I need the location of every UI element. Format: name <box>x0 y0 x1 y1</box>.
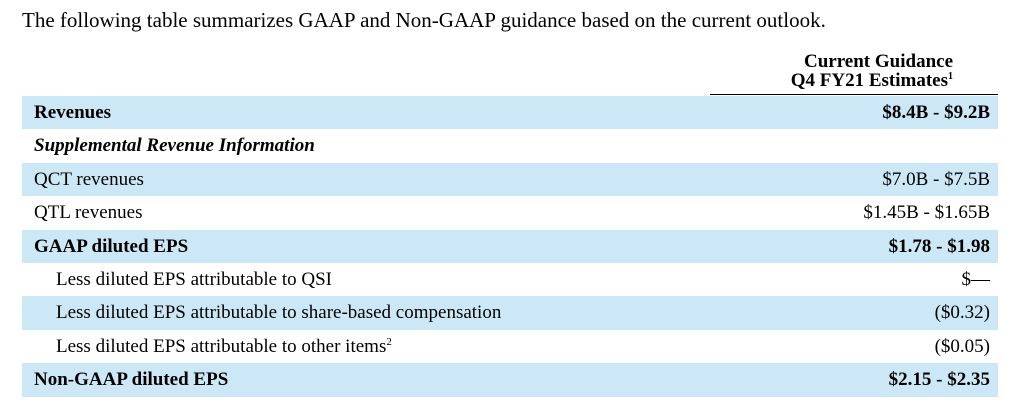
row-label: Supplemental Revenue Information <box>34 135 315 157</box>
guidance-table: Revenues $8.4B - $9.2B Supplemental Reve… <box>22 96 998 397</box>
row-label: QTL revenues <box>34 202 143 224</box>
table-row-revenues: Revenues $8.4B - $9.2B <box>22 96 998 130</box>
row-value: $7.0B - $7.5B <box>882 168 990 190</box>
row-value: $8.4B - $9.2B <box>882 102 990 123</box>
row-label: Less diluted EPS attributable to share-b… <box>56 302 502 324</box>
column-header: Current Guidance Q4 FY21 Estimates1 <box>710 52 998 90</box>
table-row-supplemental: Supplemental Revenue Information <box>22 129 998 162</box>
table-row-non-gaap-eps: Non-GAAP diluted EPS $2.15 - $2.35 <box>22 363 998 397</box>
intro-text: The following table summarizes GAAP and … <box>22 8 826 32</box>
row-label: Revenues <box>34 102 112 123</box>
row-value: $— <box>961 268 991 290</box>
column-header-footnote: 1 <box>948 71 953 82</box>
row-value: $2.15 - $2.35 <box>888 369 990 391</box>
table-row-qsi: Less diluted EPS attributable to QSI $— <box>22 263 998 296</box>
row-label: GAAP diluted EPS <box>34 235 189 257</box>
table-row-other-items: Less diluted EPS attributable to other i… <box>22 330 998 363</box>
table-row-gaap-eps: GAAP diluted EPS $1.78 - $1.98 <box>22 229 998 263</box>
row-value: $1.45B - $1.65B <box>863 202 990 224</box>
row-label: Non-GAAP diluted EPS <box>34 369 229 391</box>
column-header-rule <box>710 94 998 95</box>
table-row-qtl: QTL revenues $1.45B - $1.65B <box>22 196 998 229</box>
row-label-wrap: Less diluted EPS attributable to other i… <box>56 330 392 363</box>
row-footnote: 2 <box>386 335 392 348</box>
table-row-sbc: Less diluted EPS attributable to share-b… <box>22 296 998 330</box>
row-value: $1.78 - $1.98 <box>888 235 990 257</box>
column-header-line2-wrap: Q4 FY21 Estimates1 <box>791 70 998 91</box>
row-label: QCT revenues <box>34 168 144 190</box>
row-value: ($0.05) <box>934 335 990 357</box>
column-header-line2: Q4 FY21 Estimates <box>790 70 948 91</box>
row-label: Less diluted EPS attributable to other i… <box>56 335 387 357</box>
row-value: ($0.32) <box>934 302 990 324</box>
column-header-line1: Current Guidance <box>803 51 953 72</box>
row-label: Less diluted EPS attributable to QSI <box>56 268 333 290</box>
table-row-qct: QCT revenues $7.0B - $7.5B <box>22 162 998 197</box>
